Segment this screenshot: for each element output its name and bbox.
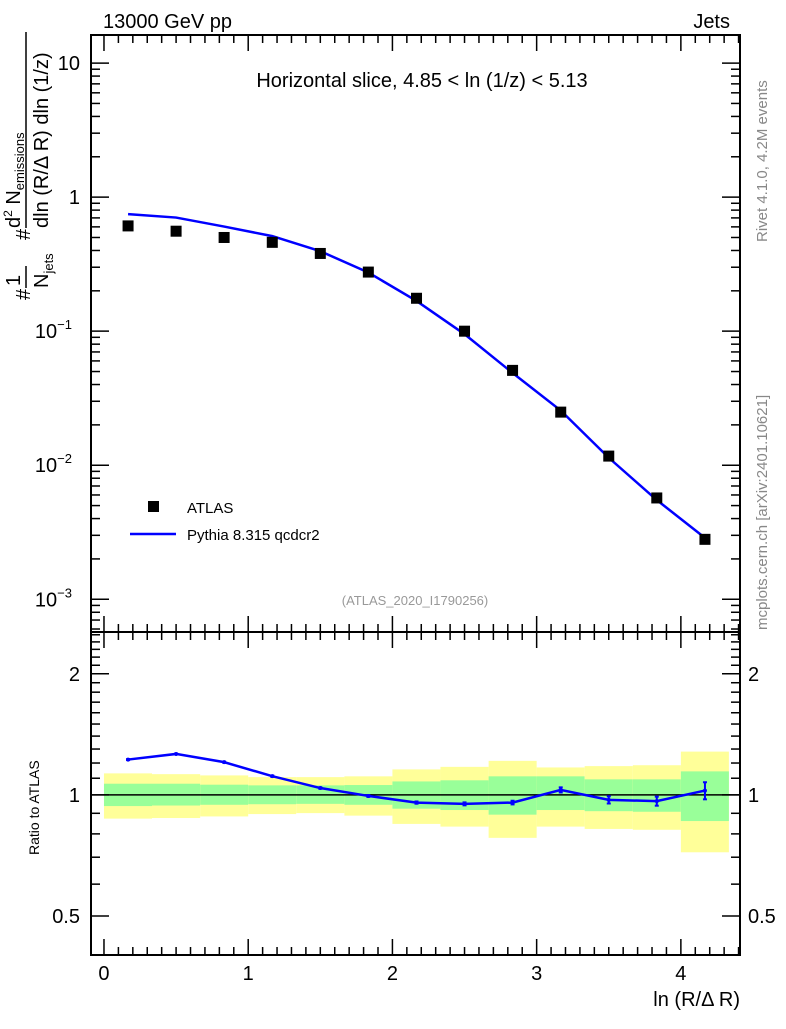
atlas-data-point [555, 406, 567, 418]
header-left: 13000 GeV pp [103, 11, 232, 33]
atlas-data-point [266, 236, 278, 248]
ratio-plot-frame [90, 631, 741, 956]
header-right: Jets [693, 11, 730, 33]
ratio-point [702, 788, 707, 793]
atlas-data-point [507, 364, 519, 376]
ratio-point [462, 801, 467, 806]
ratio-y-tick-label-right: 1 [748, 785, 759, 807]
legend-atlas-label: ATLAS [187, 500, 233, 517]
ratio-point [510, 800, 515, 805]
svg-text:dln (R/Δ R) dln (1/z): dln (R/Δ R) dln (1/z) [31, 52, 53, 228]
ratio-y-tick-label-right: 2 [748, 664, 759, 686]
ratio-point [606, 797, 611, 802]
plot-title: Horizontal slice, 4.85 < ln (1/z) < 5.13 [256, 70, 587, 92]
analysis-label: (ATLAS_2020_I1790256) [342, 593, 488, 608]
x-tick-label: 0 [98, 963, 109, 985]
ratio-point [414, 800, 419, 805]
svg-text:Njets: Njets [31, 253, 56, 288]
x-axis-label: ln (R/Δ R) [653, 989, 740, 1011]
atlas-data-point [603, 450, 615, 462]
atlas-data-point [122, 220, 134, 232]
pythia-line [127, 212, 706, 539]
legend-atlas-marker [148, 501, 159, 512]
ratio-point [318, 786, 323, 791]
ratio-point [558, 787, 563, 792]
atlas-data-point [411, 292, 423, 304]
ratio-point [270, 774, 275, 779]
atlas-data-point [218, 231, 230, 243]
atlas-data-point [314, 247, 326, 259]
main-y-axis-label: # 1 Njets # d2 Nemissions dln (R/Δ R) dl… [1, 32, 56, 300]
ratio-point [654, 799, 659, 804]
atlas-data-point [699, 533, 711, 545]
x-tick-label: 3 [531, 963, 542, 985]
atlas-data-point [459, 325, 471, 337]
ratio-y-tick-label-left: 0.5 [52, 906, 80, 928]
ratio-point [174, 751, 179, 756]
ratio-y-tick-label-right: 0.5 [748, 906, 776, 928]
x-tick-label: 4 [675, 963, 686, 985]
y-tick-label: 10−1 [35, 317, 72, 343]
chart-marks [122, 212, 711, 807]
svg-text:#: # [13, 288, 35, 300]
mcplots-label: mcplots.cern.ch [arXiv:2401.10621] [754, 395, 771, 630]
legend-pythia-label: Pythia 8.315 qcdcr2 [187, 527, 320, 544]
svg-text:#: # [13, 228, 35, 240]
atlas-data-point [170, 225, 182, 237]
ratio-point [222, 760, 227, 765]
ratio-y-tick-label-left: 2 [69, 664, 80, 686]
atlas-data-point [362, 266, 374, 278]
ratio-y-axis-label: Ratio to ATLAS [26, 760, 42, 855]
ratio-y-tick-label-left: 1 [69, 785, 80, 807]
tick-labels: 0 1 2 3 4 10 1 10−1 10−2 10−3 2 2 1 1 0.5 0.5 [35, 53, 776, 985]
y-tick-label: 10−2 [35, 451, 72, 477]
ratio-point [126, 757, 131, 762]
x-tick-label: 2 [387, 963, 398, 985]
svg-text:1: 1 [3, 275, 25, 286]
y-tick-label: 10 [58, 53, 80, 75]
ratio-point [366, 793, 371, 798]
svg-text:d2 Nemissions: d2 Nemissions [1, 132, 27, 228]
axis-ticks [91, 35, 740, 956]
rivet-label: Rivet 4.1.0, 4.2M events [754, 80, 771, 242]
y-tick-label: 10−3 [35, 585, 72, 611]
y-tick-label: 1 [69, 187, 80, 209]
x-tick-label: 1 [243, 963, 254, 985]
atlas-data-point [651, 492, 663, 504]
